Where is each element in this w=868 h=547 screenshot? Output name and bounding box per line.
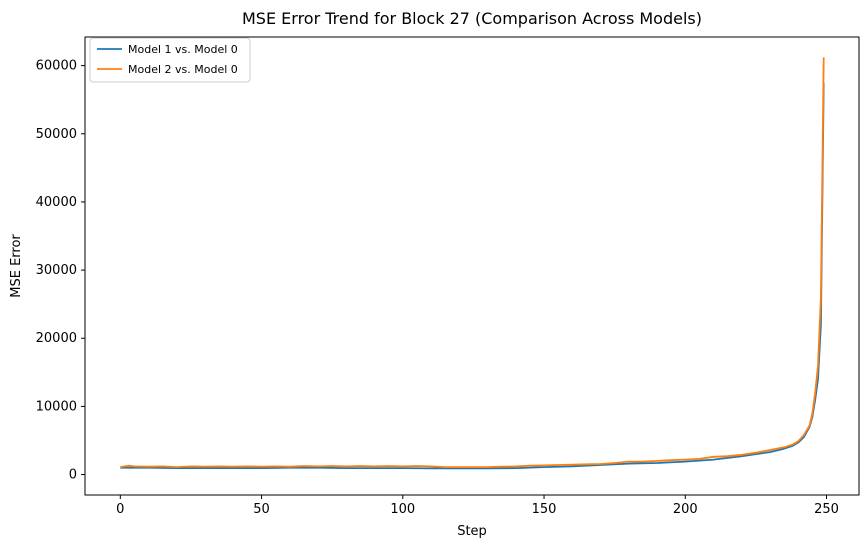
y-axis: 0 10000 20000 30000 40000 50000 60000 <box>36 59 85 483</box>
x-tick-label: 200 <box>673 502 698 517</box>
x-tick-label: 250 <box>814 502 839 517</box>
y-tick-label: 10000 <box>36 399 77 414</box>
y-axis-label: MSE Error <box>9 234 24 298</box>
series-line-model-2 <box>120 57 825 469</box>
y-tick-label: 50000 <box>36 127 77 142</box>
legend-box <box>89 37 251 83</box>
y-tick-label: 40000 <box>36 195 77 210</box>
y-tick-label: 60000 <box>36 59 77 74</box>
y-tick-label: 30000 <box>36 263 77 278</box>
legend-label-model-2: Model 2 vs. Model 0 <box>128 63 238 76</box>
x-axis-label: Step <box>457 524 487 539</box>
legend-label-model-1: Model 1 vs. Model 0 <box>128 43 238 56</box>
plot-frame <box>84 36 860 496</box>
x-tick-label: 50 <box>253 502 270 517</box>
y-tick-label: 20000 <box>36 331 77 346</box>
x-tick-label: 100 <box>390 502 415 517</box>
x-axis: 0 50 100 150 200 250 <box>116 495 839 517</box>
plot-area <box>84 36 860 496</box>
series-layer <box>120 57 825 470</box>
x-tick-label: 150 <box>532 502 557 517</box>
legend: Model 1 vs. Model 0 Model 2 vs. Model 0 <box>89 37 251 83</box>
x-tick-label: 0 <box>116 502 124 517</box>
series-line-model-1 <box>120 82 825 470</box>
chart-title: MSE Error Trend for Block 27 (Comparison… <box>242 9 702 28</box>
y-tick-label: 0 <box>69 468 77 483</box>
